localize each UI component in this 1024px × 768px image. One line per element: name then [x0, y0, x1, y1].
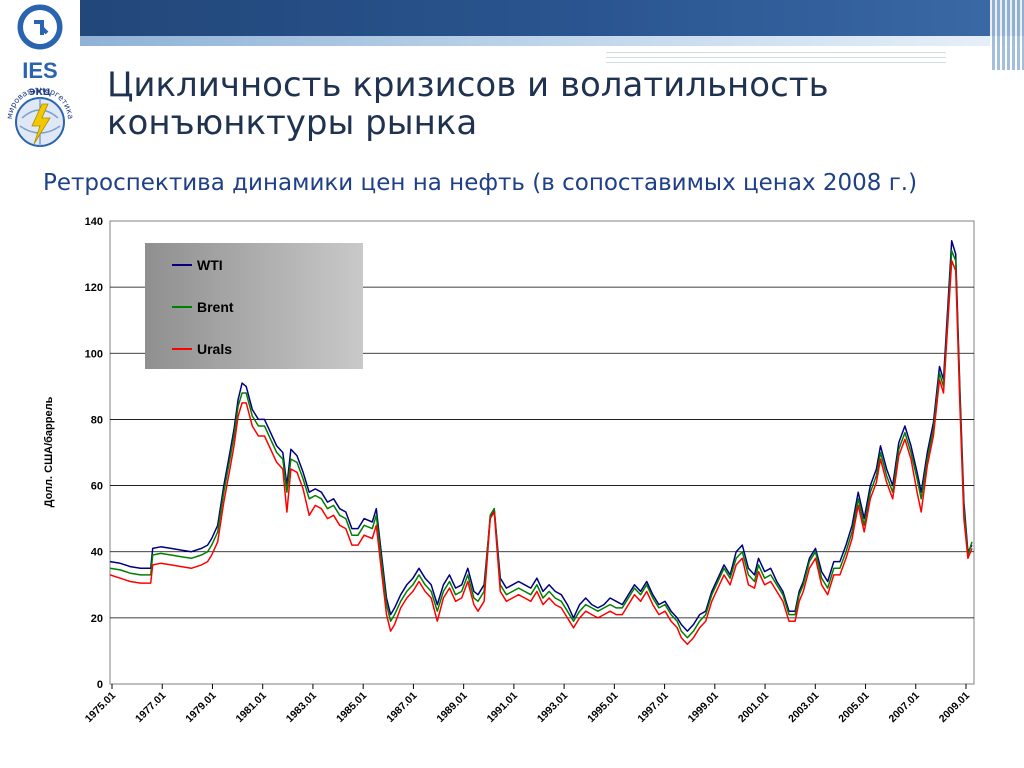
x-tick-label: 1997.01: [635, 690, 670, 725]
legend: WTI Brent Urals: [145, 243, 363, 369]
header-stripes: [990, 0, 1024, 70]
y-tick-label: 80: [91, 414, 103, 426]
ies-logo: IES: [14, 1, 66, 82]
series-lines: [109, 240, 973, 646]
slide-subtitle: Ретроспектива динамики цен на нефть (в с…: [43, 170, 918, 196]
y-tick-label: 20: [91, 613, 103, 625]
x-tick-label: 1995.01: [585, 690, 620, 725]
slide-title-line1: Цикличность кризисов и волатильность: [107, 65, 829, 105]
x-tick-label: 1987.01: [384, 690, 419, 725]
y-tick-label: 0: [97, 679, 103, 691]
y-tick-label: 40: [91, 547, 103, 559]
ekc-logo: ЭКЦ мировая энергетика: [5, 85, 75, 147]
y-tick-label: 60: [91, 481, 103, 493]
x-tick-label: 1993.01: [535, 690, 570, 725]
y-tick-label: 140: [85, 216, 103, 228]
series-line-wti: [109, 240, 973, 632]
legend-label-urals: Urals: [197, 341, 232, 357]
x-tick-label: 2003.01: [786, 690, 821, 725]
series-line-urals: [109, 259, 973, 646]
x-tick-label: 1983.01: [284, 690, 319, 725]
series-line-brent: [109, 250, 973, 639]
x-tick-labels: 1975.01 1977.01 1979.01 1981.01 1983.01 1985.…: [83, 684, 972, 725]
x-tick-label: 1989.01: [434, 690, 469, 725]
oil-price-chart: 0 20 40 60 80 100 120 140 1975.01 1977.01 1979.01…: [43, 216, 975, 725]
x-tick-label: 2007.01: [887, 690, 922, 725]
y-tick-label: 100: [85, 348, 103, 360]
x-tick-label: 2001.01: [736, 690, 771, 725]
x-tick-label: 1985.01: [334, 690, 369, 725]
header-deco-lines: [606, 48, 946, 70]
x-tick-label: 1981.01: [233, 690, 268, 725]
x-tick-label: 1991.01: [485, 690, 520, 725]
header-bar: [80, 0, 1024, 36]
x-tick-label: 1977.01: [133, 690, 168, 725]
slide-title: Цикличность кризисов и волатильность кон…: [107, 66, 927, 142]
x-tick-label: 1999.01: [686, 690, 721, 725]
x-tick-label: 2009.01: [937, 690, 972, 725]
legend-label-brent: Brent: [197, 299, 234, 315]
y-tick-labels: 0 20 40 60 80 100 120 140: [85, 216, 103, 691]
header-accent-bar: [80, 36, 1024, 46]
ies-logo-text: IES: [22, 58, 57, 82]
y-tick-label: 120: [85, 282, 103, 294]
x-tick-label: 2005.01: [836, 690, 871, 725]
x-tick-label: 1979.01: [183, 690, 218, 725]
y-axis-label: Долл. США/баррель: [43, 396, 55, 507]
ekc-logo-text: ЭКЦ: [29, 88, 51, 98]
legend-label-wti: WTI: [197, 257, 223, 273]
x-tick-label: 1975.01: [83, 690, 118, 725]
slide-title-line2: конъюнктуры рынка: [107, 103, 478, 143]
